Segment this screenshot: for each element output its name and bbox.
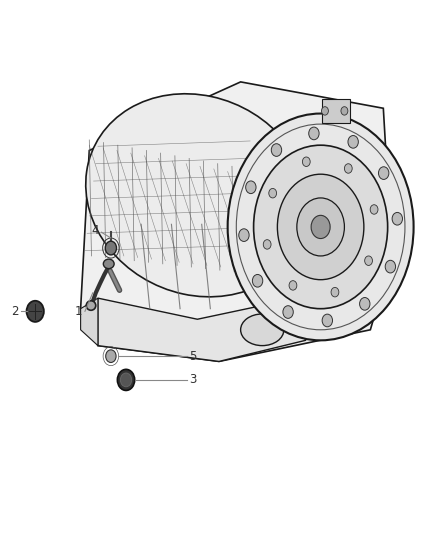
Circle shape (385, 260, 396, 273)
Circle shape (360, 297, 370, 310)
Circle shape (392, 213, 403, 225)
Circle shape (120, 373, 132, 387)
Circle shape (269, 189, 276, 198)
Circle shape (254, 145, 388, 309)
Circle shape (289, 281, 297, 290)
Circle shape (311, 215, 330, 239)
Circle shape (105, 241, 117, 255)
Ellipse shape (86, 301, 96, 310)
Ellipse shape (86, 94, 309, 297)
Circle shape (344, 164, 352, 173)
Polygon shape (98, 298, 305, 361)
Circle shape (297, 198, 344, 256)
Circle shape (271, 144, 282, 156)
Circle shape (252, 274, 263, 287)
Circle shape (277, 174, 364, 280)
Circle shape (239, 229, 249, 241)
Circle shape (236, 124, 405, 330)
Circle shape (117, 369, 134, 391)
Circle shape (370, 205, 378, 214)
Circle shape (106, 350, 116, 362)
Circle shape (263, 240, 271, 249)
Text: 2: 2 (11, 305, 19, 318)
Circle shape (331, 287, 339, 297)
Ellipse shape (240, 314, 284, 345)
Circle shape (322, 314, 332, 327)
Polygon shape (81, 82, 392, 361)
Circle shape (321, 107, 328, 115)
Circle shape (341, 107, 348, 115)
Circle shape (378, 167, 389, 180)
Polygon shape (81, 298, 98, 345)
Circle shape (302, 157, 310, 166)
Circle shape (283, 306, 293, 318)
Circle shape (228, 114, 413, 341)
Text: 1: 1 (74, 305, 82, 318)
Circle shape (365, 256, 372, 265)
Text: 5: 5 (190, 350, 197, 362)
Text: 3: 3 (190, 374, 197, 386)
Circle shape (27, 301, 44, 322)
FancyBboxPatch shape (322, 99, 350, 123)
Text: 4: 4 (91, 224, 99, 237)
Circle shape (246, 181, 256, 193)
Circle shape (309, 127, 319, 140)
Ellipse shape (103, 259, 114, 269)
Circle shape (348, 135, 358, 148)
